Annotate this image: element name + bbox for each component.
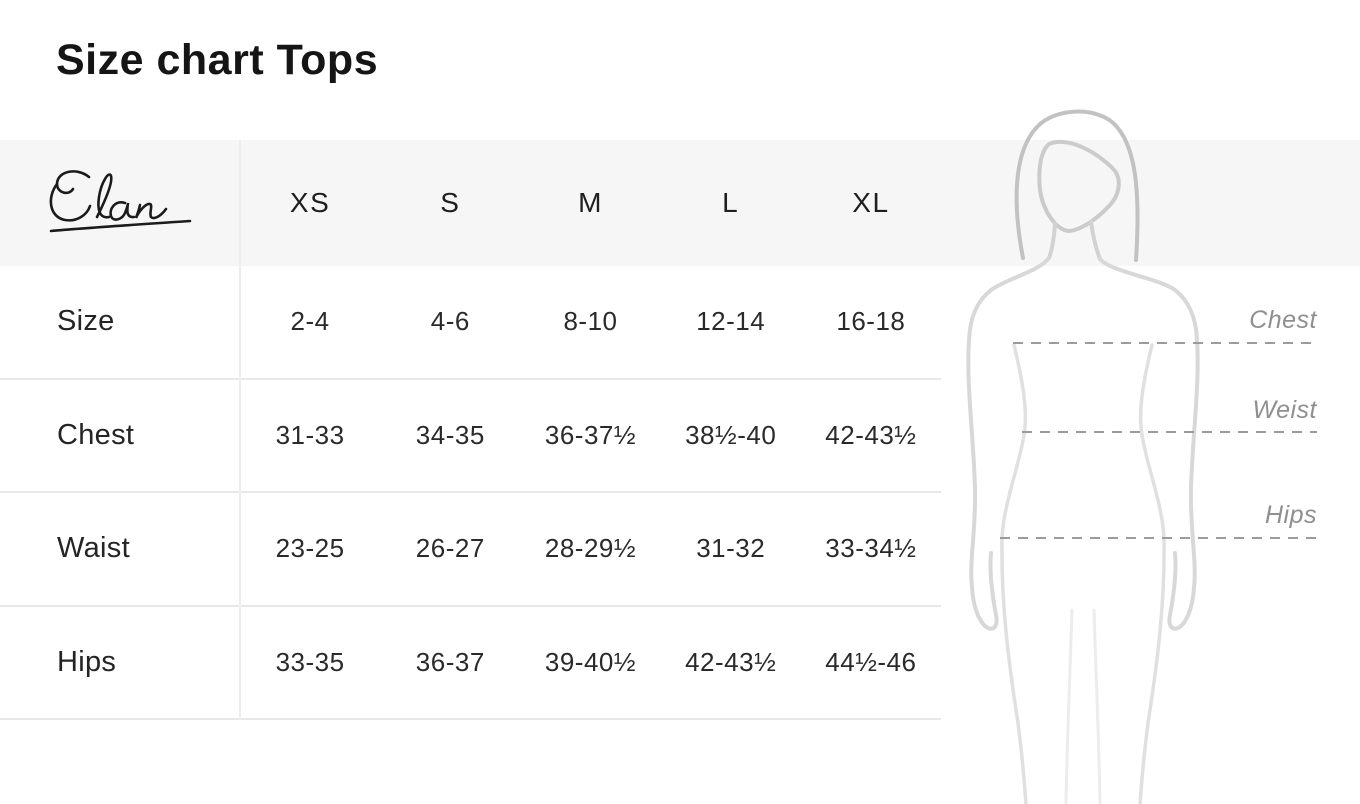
page-title: Size chart Tops — [56, 36, 379, 84]
hips-cell-s: 36-37 — [415, 646, 485, 677]
table-row-waist: Waist 23-25 26-27 28-29½ 31-32 33-34½ — [0, 493, 941, 607]
hips-cell-xs: 33-35 — [275, 646, 345, 677]
hips-measure-label: Hips — [1264, 501, 1317, 529]
waist-cell-s: 26-27 — [415, 533, 485, 564]
table-row-size: Size 2-4 4-6 8-10 12-14 16-18 — [0, 266, 941, 380]
size-column-header-l: L — [722, 187, 740, 218]
size-column-header-xs: XS — [289, 187, 331, 218]
chest-cell-s: 34-35 — [415, 419, 485, 450]
table-row-chest: Chest 31-33 34-35 36-37½ 38½-40 42-43½ — [0, 380, 941, 493]
chest-measure-label: Chest — [1249, 306, 1317, 334]
size-cell-xs: 2-4 — [290, 306, 330, 337]
size-cell-l: 12-14 — [696, 306, 766, 337]
chest-cell-xs: 31-33 — [275, 419, 345, 450]
size-table-body: Size 2-4 4-6 8-10 12-14 16-18 Chest 31-3… — [0, 266, 941, 720]
size-column-header-xl: XL — [852, 187, 890, 218]
waist-cell-xs: 23-25 — [275, 533, 345, 564]
row-label-hips: Hips — [57, 645, 117, 678]
table-header-row: Elan XS S M L XL — [0, 140, 941, 266]
size-cell-s: 4-6 — [430, 306, 470, 337]
hips-cell-xl: 44½-46 — [825, 646, 917, 677]
hips-cell-m: 39-40½ — [544, 646, 637, 677]
measurement-figure — [950, 105, 1215, 804]
chest-cell-m: 36-37½ — [544, 419, 637, 450]
hips-cell-l: 42-43½ — [685, 646, 777, 677]
brand-logo: Elan — [0, 159, 240, 247]
row-label-waist: Waist — [57, 532, 130, 565]
waist-measure-line — [1022, 431, 1317, 433]
waist-cell-m: 28-29½ — [544, 533, 637, 564]
waist-cell-xl: 33-34½ — [825, 533, 917, 564]
table-row-hips: Hips 33-35 36-37 39-40½ 42-43½ 44½-46 — [0, 607, 941, 720]
size-cell-m: 8-10 — [563, 306, 618, 337]
size-column-header-m: M — [578, 187, 603, 218]
row-label-size: Size — [57, 305, 115, 338]
woman-silhouette-icon — [966, 109, 1200, 804]
hips-measure-line — [1000, 537, 1317, 539]
label-column-divider — [239, 140, 241, 720]
size-cell-xl: 16-18 — [836, 306, 906, 337]
size-column-header-s: S — [440, 187, 461, 218]
waist-measure-label: Weist — [1252, 396, 1317, 424]
elan-signature-icon — [49, 170, 192, 233]
chest-measure-line — [1013, 342, 1317, 344]
chest-cell-l: 38½-40 — [685, 419, 777, 450]
waist-cell-l: 31-32 — [696, 533, 766, 564]
row-label-chest: Chest — [57, 418, 135, 451]
chest-cell-xl: 42-43½ — [825, 419, 917, 450]
